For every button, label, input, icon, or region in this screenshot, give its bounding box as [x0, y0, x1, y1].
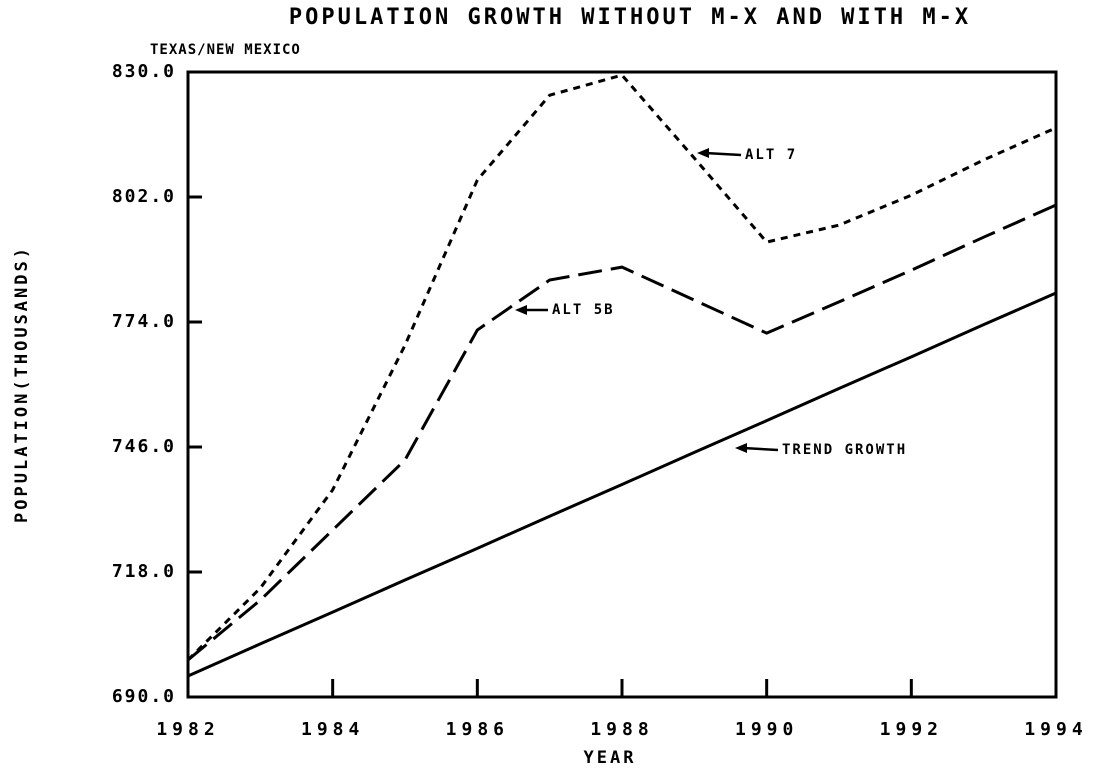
chart-title: POPULATION GROWTH WITHOUT M-X AND WITH M… [289, 5, 971, 30]
series-line [187, 203, 1057, 662]
x-tick-label: 1984 [301, 719, 364, 740]
y-tick-label: 774.0 [112, 311, 176, 332]
y-tick-label: 718.0 [112, 561, 176, 582]
series-line [187, 291, 1057, 678]
x-tick-label: 1986 [446, 719, 509, 740]
x-tick-label: 1982 [156, 719, 219, 740]
label-arrowhead [735, 443, 747, 453]
series-label: ALT 5B [552, 302, 615, 318]
y-axis-label: POPULATION(THOUSANDS) [12, 245, 32, 523]
label-arrow [704, 151, 742, 157]
series-label: TREND GROWTH [782, 442, 907, 458]
x-axis-label: YEAR [584, 748, 637, 768]
x-tick-label: 1990 [735, 719, 798, 740]
series-label: ALT 7 [745, 147, 797, 163]
y-tick-label: 830.0 [112, 61, 176, 82]
chart-subtitle: TEXAS/NEW MEXICO [150, 42, 301, 58]
label-arrow [742, 446, 779, 452]
y-tick-label: 802.0 [112, 186, 176, 207]
y-tick-label: 690.0 [112, 686, 176, 707]
label-arrowhead [515, 305, 527, 315]
x-tick-label: 1992 [880, 719, 943, 740]
series-line [186, 73, 1057, 662]
x-tick-label: 1994 [1024, 719, 1087, 740]
y-tick-label: 746.0 [112, 436, 176, 457]
x-tick-label: 1988 [590, 719, 653, 740]
label-arrowhead [697, 148, 709, 158]
